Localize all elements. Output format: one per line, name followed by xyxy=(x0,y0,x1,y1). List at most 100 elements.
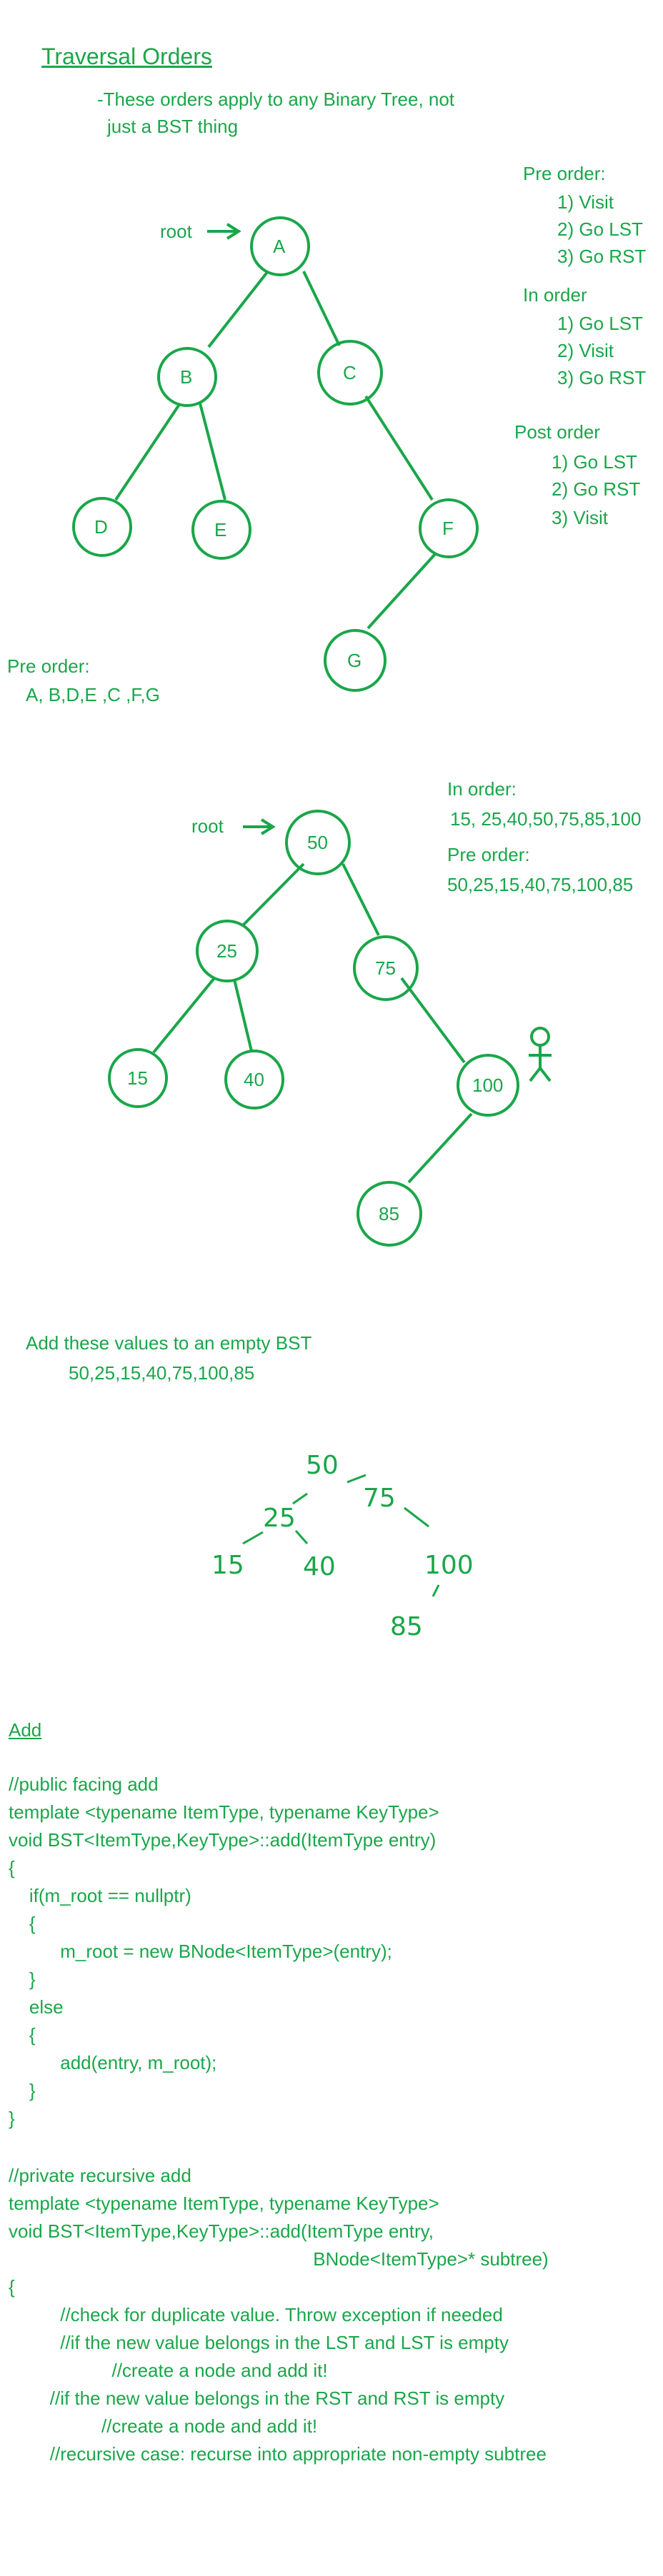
code-line: BNode<ItemType>* subtree) xyxy=(9,2248,549,2270)
tree-node-75 xyxy=(353,935,419,1001)
code-line: void BST<ItemType,KeyType>::add(ItemType… xyxy=(9,2220,434,2242)
code-line: template <typename ItemType, typename Ke… xyxy=(9,1801,439,1823)
tree1-root-label: root xyxy=(160,221,193,242)
sketch-85: 85 xyxy=(390,1612,423,1641)
edge-f-g xyxy=(367,552,437,630)
inorder-step-2: 2) Visit xyxy=(557,340,614,361)
note-line-2: just a BST thing xyxy=(107,116,239,137)
code-line: //create a node and add it! xyxy=(9,2360,328,2381)
tree-node-25 xyxy=(196,920,259,982)
tree-node-40 xyxy=(224,1050,284,1110)
node-75-label: 75 xyxy=(375,957,396,979)
code-line: { xyxy=(9,1857,15,1878)
tree-node-a xyxy=(250,216,310,276)
node-15-label: 15 xyxy=(127,1067,148,1089)
sketch-edge-50-75 xyxy=(347,1474,367,1484)
handwritten-bst-sketch: 50 75 25 15 40 100 85 xyxy=(211,1451,474,1641)
root-arrowhead-icon xyxy=(226,223,241,240)
add-values-label: Add these values to an empty BST xyxy=(26,1332,312,1354)
code-line: //if the new value belongs in the LST an… xyxy=(9,2332,509,2353)
tree-node-d xyxy=(72,497,132,557)
code-line: //check for duplicate value. Throw excep… xyxy=(9,2304,503,2325)
sketch-edge-75-100 xyxy=(404,1506,429,1528)
node-e-label: E xyxy=(214,519,226,540)
sketch-25: 25 xyxy=(263,1504,296,1533)
tree-node-g xyxy=(324,629,387,692)
add-heading: Add xyxy=(9,1719,42,1741)
sketch-40: 40 xyxy=(303,1552,336,1581)
code-line: } xyxy=(9,1968,36,1990)
node-40-label: 40 xyxy=(244,1069,264,1090)
edge-75-100 xyxy=(400,977,466,1064)
tree2-root-label: root xyxy=(191,815,224,837)
code-line: //if the new value belongs in the RST an… xyxy=(9,2388,505,2409)
tree-node-50 xyxy=(285,810,351,875)
number-tree: root 50 25 75 15 40 100 85 xyxy=(108,810,552,1247)
sketch-edge-50-25 xyxy=(292,1492,308,1505)
node-d-label: D xyxy=(94,516,108,538)
tree1-preorder-label: Pre order: xyxy=(7,655,90,677)
node-100-label: 100 xyxy=(472,1075,503,1096)
sketch-edge-100-85 xyxy=(432,1584,440,1597)
tree-node-15 xyxy=(108,1048,168,1108)
node-85-label: 85 xyxy=(379,1203,399,1224)
postorder-step-1: 1) Go LST xyxy=(552,451,637,473)
node-a-label: A xyxy=(273,236,286,257)
edge-25-40 xyxy=(233,979,253,1052)
inorder-step-1: 1) Go LST xyxy=(557,313,643,334)
sketch-50: 50 xyxy=(306,1451,339,1480)
code-line: else xyxy=(9,1996,64,2018)
tree-node-c xyxy=(317,340,383,406)
stick-figure-icon xyxy=(529,1027,552,1082)
code-line: if(m_root == nullptr) xyxy=(9,1885,191,1906)
add-values-list: 50,25,15,40,75,100,85 xyxy=(69,1362,255,1384)
node-g-label: G xyxy=(347,650,362,671)
code-line: void BST<ItemType,KeyType>::add(ItemType… xyxy=(9,1829,437,1851)
preorder-definition-title: Pre order: xyxy=(523,163,606,184)
node-b-label: B xyxy=(180,366,192,388)
tree-node-100 xyxy=(457,1054,519,1117)
edge-c-f xyxy=(364,395,434,501)
code-line: } xyxy=(9,2108,15,2129)
sketch-75: 75 xyxy=(363,1484,396,1513)
preorder-step-1: 1) Visit xyxy=(557,191,614,213)
tree-node-b xyxy=(157,347,217,407)
tree1-preorder-value: A, B,D,E ,C ,F,G xyxy=(26,684,160,705)
sketch-edge-25-40 xyxy=(294,1530,309,1544)
node-f-label: F xyxy=(442,518,454,539)
tree-node-f xyxy=(419,498,479,558)
inorder-step-3: 3) Go RST xyxy=(557,367,647,388)
postorder-step-3: 3) Visit xyxy=(552,507,608,528)
edge-25-15 xyxy=(152,977,216,1054)
edge-b-d xyxy=(114,402,181,501)
edge-50-75 xyxy=(342,863,380,936)
edge-100-85 xyxy=(407,1112,473,1184)
root-arrowhead-icon xyxy=(260,818,276,835)
code-line: { xyxy=(9,2024,36,2046)
postorder-step-2: 2) Go RST xyxy=(552,478,641,500)
postorder-definition-title: Post order xyxy=(514,421,600,443)
code-line: //public facing add xyxy=(9,1773,159,1795)
code-line: } xyxy=(9,2080,36,2101)
edge-a-c xyxy=(302,271,341,346)
tree2-inorder-value: 15, 25,40,50,75,85,100 xyxy=(450,808,642,830)
code-line: //create a node and add it! xyxy=(9,2415,318,2437)
sketch-edge-25-15 xyxy=(242,1531,264,1545)
letter-tree: root A B C D E F G xyxy=(72,216,479,692)
preorder-step-2: 2) Go LST xyxy=(557,218,643,240)
code-line: add(entry, m_root); xyxy=(9,2052,217,2073)
tree-node-85 xyxy=(357,1181,422,1247)
node-50-label: 50 xyxy=(307,832,328,853)
code-line: m_root = new BNode<ItemType>(entry); xyxy=(9,1941,392,1962)
inorder-definition-title: In order xyxy=(523,284,587,306)
code-line: template <typename ItemType, typename Ke… xyxy=(9,2193,439,2214)
code-line: { xyxy=(9,1913,36,1934)
node-25-label: 25 xyxy=(216,940,237,962)
code-line: { xyxy=(9,2276,15,2298)
tree2-inorder-label: In order: xyxy=(447,778,517,800)
node-c-label: C xyxy=(343,362,357,383)
edge-50-25 xyxy=(241,862,305,927)
tree-node-e xyxy=(191,500,251,560)
preorder-step-3: 3) Go RST xyxy=(557,246,647,267)
tree2-preorder-label: Pre order: xyxy=(447,844,530,865)
